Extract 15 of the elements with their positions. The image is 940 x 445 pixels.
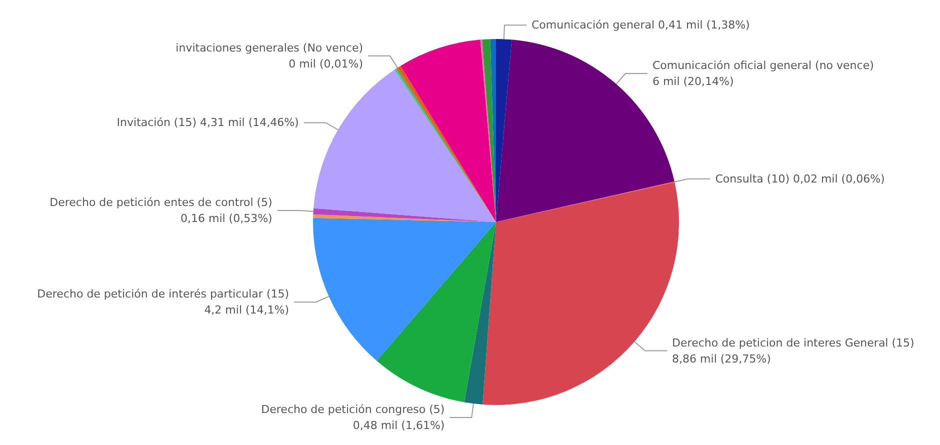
slice-label: Derecho de petición congreso (5) bbox=[261, 402, 445, 416]
data-label: 8,86 mil (29,75%) bbox=[672, 352, 771, 366]
data-label: 6 mil (20,14%) bbox=[652, 75, 734, 88]
slice-label: Derecho de peticion de interes General (15) bbox=[672, 336, 914, 350]
data-label: 0,48 mil (1,61%) bbox=[352, 418, 445, 432]
slice-label: Consulta (10) 0,02 mil (0,06%) bbox=[715, 172, 885, 186]
data-label: 0,16 mil (0,53%) bbox=[180, 212, 272, 225]
data-label: 0 mil (0,01%) bbox=[288, 57, 364, 70]
slice-label: Derecho de petición entes de control (5) bbox=[50, 196, 272, 209]
slice-label: Comunicación general 0,41 mil (1,38%) bbox=[531, 18, 750, 32]
slice-label: invitaciones generales (No vence) bbox=[176, 41, 364, 54]
data-label: 4,2 mil (14,1%) bbox=[204, 304, 290, 317]
slice-label: Derecho de petición de interés particular (15) bbox=[37, 288, 290, 301]
slice-label: Comunicación oficial general (no vence) bbox=[652, 59, 874, 72]
slice-label: Invitación (15) 4,31 mil (14,46%) bbox=[116, 116, 299, 130]
